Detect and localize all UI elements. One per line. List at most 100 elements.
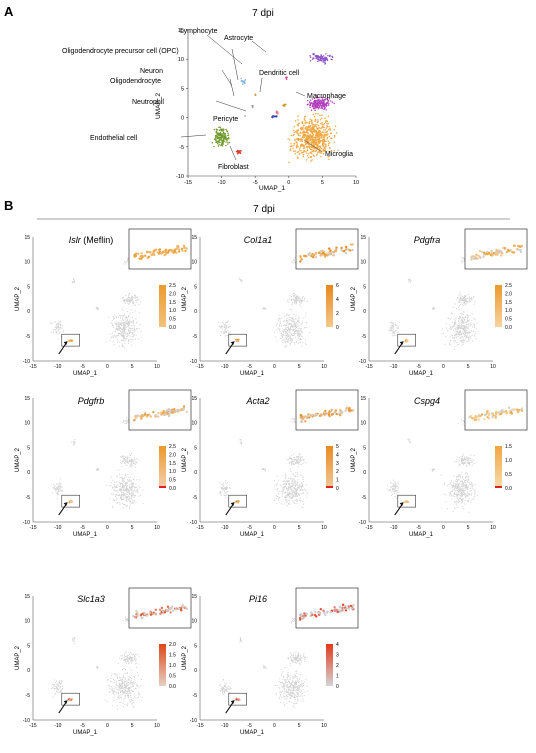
cell-point	[134, 417, 137, 420]
cell-point	[294, 323, 296, 326]
cell-point	[123, 495, 125, 497]
cell-point	[306, 414, 309, 418]
cell-point	[292, 314, 294, 316]
cell-point	[222, 321, 224, 323]
cell-point	[113, 334, 115, 336]
cell-point	[296, 327, 298, 329]
cell-point	[470, 336, 472, 338]
cell-point	[304, 489, 306, 491]
cell-point	[128, 506, 130, 508]
cell-point	[466, 295, 468, 297]
expressing-points	[68, 339, 73, 343]
cell-point	[466, 457, 468, 459]
cell-point	[312, 154, 315, 156]
cell-point	[466, 324, 468, 326]
cell-point	[224, 330, 226, 332]
cell-point	[463, 320, 465, 323]
cell-point	[464, 294, 466, 297]
cell-point	[288, 484, 290, 486]
cell-point	[321, 104, 324, 106]
cell-point	[229, 325, 231, 327]
cell-point	[73, 441, 75, 443]
cell-point	[53, 487, 55, 489]
cell-point	[467, 320, 469, 322]
cell-point	[57, 323, 59, 325]
cell-point	[293, 319, 295, 321]
cell-point	[471, 484, 473, 486]
cell-point	[128, 496, 130, 498]
cell-point	[302, 337, 304, 339]
cell-point	[117, 494, 119, 496]
cell-point	[131, 344, 133, 346]
cell-point	[463, 318, 465, 320]
cell-point	[127, 329, 129, 331]
cell-point	[130, 493, 132, 495]
cell-point	[468, 457, 470, 459]
cell-point	[452, 329, 454, 331]
cell-point	[225, 321, 227, 323]
cell-point	[303, 117, 306, 120]
cell-point	[302, 506, 304, 508]
cell-point	[309, 55, 311, 57]
cell-point	[227, 132, 229, 134]
cell-point	[137, 491, 139, 493]
cell-point	[124, 325, 126, 327]
cell-point	[293, 129, 295, 132]
cell-point	[328, 135, 331, 138]
cell-point	[115, 316, 117, 318]
cell-point	[450, 339, 452, 342]
cell-point	[304, 127, 306, 130]
cell-point	[120, 490, 123, 492]
cell-point	[131, 493, 134, 495]
cell-point	[221, 327, 223, 329]
cell-point	[297, 300, 299, 302]
cell-point	[464, 326, 466, 328]
cell-point	[313, 140, 315, 142]
cell-point	[297, 115, 299, 117]
cell-point	[470, 501, 472, 503]
cell-point	[302, 136, 304, 138]
cell-point	[461, 333, 463, 335]
cell-point	[285, 314, 287, 316]
cell-point	[302, 341, 304, 344]
label-neutrophil: Neutrophil	[132, 99, 164, 106]
label-lymphocyte: Lymphocyte	[180, 28, 218, 35]
cell-point	[326, 130, 329, 133]
cell-point	[271, 115, 274, 117]
cell-point	[299, 147, 301, 149]
cell-point	[136, 415, 139, 418]
cell-point	[394, 331, 396, 333]
cell-point	[303, 459, 305, 461]
cell-point	[292, 326, 294, 329]
cell-point	[115, 487, 117, 489]
cell-point	[347, 407, 351, 410]
cell-point	[56, 487, 58, 489]
cell-point	[287, 315, 289, 317]
cell-point	[120, 488, 123, 490]
cell-point	[288, 480, 290, 482]
cell-point	[311, 150, 313, 153]
cell-point	[328, 155, 331, 158]
cell-point	[298, 330, 300, 332]
cell-point	[470, 461, 472, 463]
cell-point	[299, 497, 302, 499]
cell-point	[126, 323, 128, 325]
cell-point	[295, 298, 297, 300]
cell-point	[454, 484, 457, 487]
cell-point	[395, 329, 397, 332]
cell-point	[324, 56, 327, 59]
cell-point	[461, 476, 464, 479]
cell-point	[120, 330, 122, 332]
cell-point	[113, 481, 116, 483]
cell-point	[142, 489, 144, 491]
cell-point	[323, 105, 326, 107]
cell-point	[225, 136, 227, 138]
cell-point	[284, 483, 286, 485]
cell-point	[459, 317, 461, 319]
cell-point	[450, 344, 452, 346]
cell-point	[290, 339, 292, 341]
cell-point	[239, 278, 241, 280]
cell-point	[298, 331, 300, 333]
cell-point	[59, 321, 61, 323]
